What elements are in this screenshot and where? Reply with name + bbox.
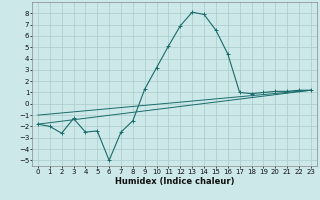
X-axis label: Humidex (Indice chaleur): Humidex (Indice chaleur): [115, 177, 234, 186]
